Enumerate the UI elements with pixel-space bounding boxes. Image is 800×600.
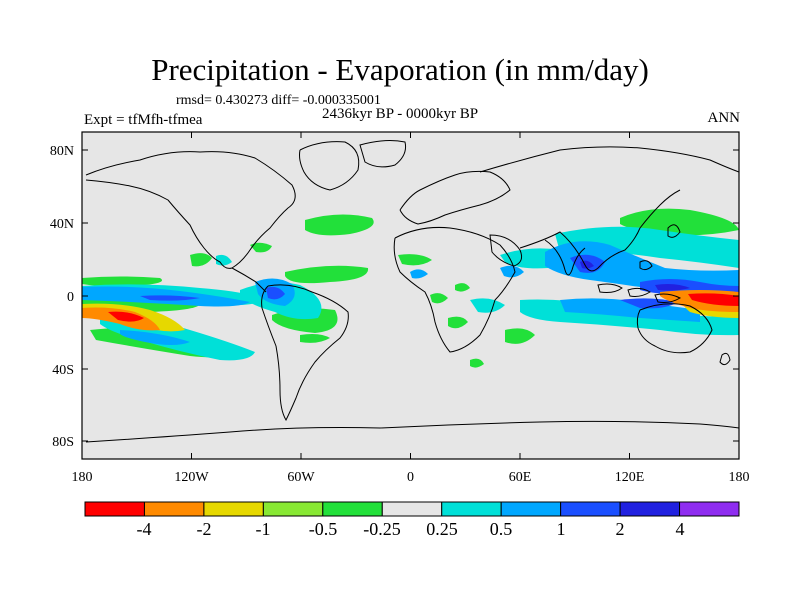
- colorbar-swatch: [203, 501, 264, 517]
- lon-label: 0: [407, 470, 414, 485]
- lon-label: 60E: [509, 470, 532, 485]
- lon-label: 180: [729, 470, 750, 485]
- colorbar-label: 1: [557, 519, 566, 539]
- colorbar-swatch: [143, 501, 205, 517]
- lat-label: 40N: [50, 217, 74, 232]
- lon-label: 60W: [287, 470, 315, 485]
- colorbar-swatch: [441, 501, 502, 517]
- colorbar-swatch: [381, 501, 443, 517]
- colorbar-swatch: [619, 501, 681, 517]
- stats-text: rmsd= 0.430273 diff= -0.000335001: [176, 93, 381, 108]
- period-text: 2436kyr BP - 0000kyr BP: [321, 106, 479, 122]
- coastlines: [85, 140, 739, 443]
- colorbar-label: 0.25: [426, 519, 458, 539]
- colorbar-label: 4: [676, 519, 685, 539]
- lon-tick-labels: 180 120W 60W 0 60E 120E 180: [72, 470, 750, 485]
- colorbar-label: 0.5: [490, 519, 513, 539]
- colorbar-swatch: [262, 501, 324, 517]
- colorbar-label: -1: [256, 519, 271, 539]
- colorbar-swatch: [322, 501, 383, 517]
- colorbar-label: -2: [197, 519, 212, 539]
- lon-tick-marks: [81, 132, 740, 459]
- lat-label: 80S: [52, 435, 74, 450]
- colorbar-label: -0.5: [309, 519, 338, 539]
- lat-label: 40S: [52, 363, 74, 378]
- colorbar: -4 -2 -1 -0.5 -0.25 0.25 0.5 1 2 4: [84, 501, 740, 539]
- lon-label: 180: [72, 470, 93, 485]
- season-label: ANN: [707, 110, 741, 126]
- colorbar-swatch: [679, 501, 740, 517]
- lat-label: 0: [67, 290, 74, 305]
- colorbar-swatch: [500, 501, 562, 517]
- colorbar-label: -0.25: [363, 519, 401, 539]
- colorbar-swatch: [84, 501, 145, 517]
- colorbar-label: -4: [137, 519, 152, 539]
- experiment-label: Expt = tfMfh-tfmea: [84, 112, 203, 128]
- lat-tick-marks: [82, 149, 739, 442]
- colorbar-swatch: [560, 501, 621, 517]
- lat-label: 80N: [50, 144, 74, 159]
- colorbar-label: 2: [616, 519, 625, 539]
- lat-tick-labels: 80N 40N 0 40S 80S: [50, 144, 74, 450]
- map-title: Precipitation - Evaporation (in mm/day): [151, 52, 649, 87]
- precip-evap-field: [82, 208, 739, 368]
- lon-label: 120W: [174, 470, 209, 485]
- lon-label: 120E: [615, 470, 645, 485]
